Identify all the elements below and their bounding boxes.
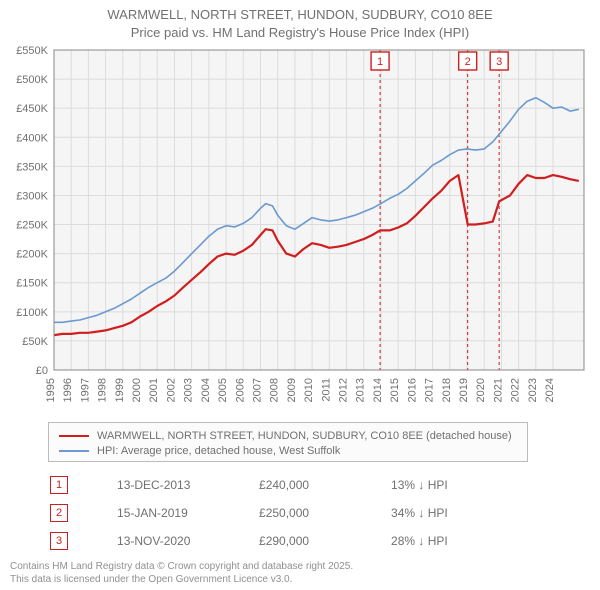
legend-swatch <box>59 435 89 437</box>
title-line-1: WARMWELL, NORTH STREET, HUNDON, SUDBURY,… <box>0 6 600 24</box>
svg-text:2023: 2023 <box>527 378 539 402</box>
svg-text:2017: 2017 <box>424 378 436 402</box>
svg-text:2024: 2024 <box>544 378 556 402</box>
svg-text:1999: 1999 <box>114 378 126 402</box>
sale-date: 13-NOV-2020 <box>117 528 257 554</box>
title-line-2: Price paid vs. HM Land Registry's House … <box>0 24 600 42</box>
svg-text:2020: 2020 <box>475 378 487 402</box>
svg-text:£0: £0 <box>36 365 48 377</box>
sale-date: 13-DEC-2013 <box>117 472 257 498</box>
svg-text:2003: 2003 <box>183 378 195 402</box>
svg-text:2004: 2004 <box>200 378 212 402</box>
sale-row: 1 13-DEC-2013£240,00013% ↓ HPI <box>50 472 546 498</box>
svg-text:2015: 2015 <box>389 378 401 402</box>
legend-label: HPI: Average price, detached house, West… <box>97 445 340 457</box>
svg-text:£450K: £450K <box>16 103 48 115</box>
sales-table: 1 13-DEC-2013£240,00013% ↓ HPI 2 15-JAN-201… <box>48 470 548 556</box>
sale-price: £240,000 <box>259 472 389 498</box>
svg-text:2010: 2010 <box>303 378 315 402</box>
svg-text:£250K: £250K <box>16 220 48 232</box>
svg-text:2009: 2009 <box>286 378 298 402</box>
svg-text:£100K: £100K <box>16 307 48 319</box>
svg-text:1998: 1998 <box>97 378 109 402</box>
svg-text:2019: 2019 <box>458 378 470 402</box>
sale-delta: 13% ↓ HPI <box>391 472 546 498</box>
svg-text:£150K: £150K <box>16 278 48 290</box>
svg-text:2011: 2011 <box>320 378 332 402</box>
svg-text:2000: 2000 <box>131 378 143 402</box>
svg-text:£50K: £50K <box>22 336 48 348</box>
svg-text:2014: 2014 <box>372 378 384 402</box>
svg-text:1: 1 <box>377 56 383 68</box>
sale-delta: 34% ↓ HPI <box>391 500 546 526</box>
svg-text:2006: 2006 <box>234 378 246 402</box>
svg-text:£200K: £200K <box>16 249 48 261</box>
sale-marker: 1 <box>50 476 68 494</box>
price-chart: £0 £50K £100K £150K £200K £250K £300K £350K £400… <box>10 44 590 414</box>
sale-marker: 2 <box>50 504 68 522</box>
svg-text:£400K: £400K <box>16 132 48 144</box>
svg-text:1997: 1997 <box>79 378 91 402</box>
legend: WARMWELL, NORTH STREET, HUNDON, SUDBURY,… <box>48 422 528 462</box>
footer-line-1: Contains HM Land Registry data © Crown c… <box>10 560 353 573</box>
legend-swatch <box>59 450 89 452</box>
svg-text:£500K: £500K <box>16 74 48 86</box>
svg-text:£300K: £300K <box>16 190 48 202</box>
svg-text:2002: 2002 <box>165 378 177 402</box>
legend-item-hpi: HPI: Average price, detached house, West… <box>59 443 517 458</box>
svg-text:2007: 2007 <box>251 378 263 402</box>
svg-text:2021: 2021 <box>492 378 504 402</box>
footer-line-2: This data is licensed under the Open Gov… <box>10 573 353 586</box>
svg-text:2016: 2016 <box>406 378 418 402</box>
svg-text:2008: 2008 <box>269 378 281 402</box>
legend-label: WARMWELL, NORTH STREET, HUNDON, SUDBURY,… <box>97 430 512 442</box>
attribution-footer: Contains HM Land Registry data © Crown c… <box>10 560 353 586</box>
svg-text:2: 2 <box>465 56 471 68</box>
svg-text:2022: 2022 <box>510 378 522 402</box>
sale-delta: 28% ↓ HPI <box>391 528 546 554</box>
svg-text:1996: 1996 <box>62 378 74 402</box>
svg-text:1995: 1995 <box>45 378 57 402</box>
svg-text:£550K: £550K <box>16 45 48 57</box>
sale-row: 2 15-JAN-2019£250,00034% ↓ HPI <box>50 500 546 526</box>
svg-text:2018: 2018 <box>441 378 453 402</box>
sale-price: £290,000 <box>259 528 389 554</box>
sale-date: 15-JAN-2019 <box>117 500 257 526</box>
svg-text:2012: 2012 <box>338 378 350 402</box>
svg-text:2001: 2001 <box>148 378 160 402</box>
svg-text:2005: 2005 <box>217 378 229 402</box>
sale-price: £250,000 <box>259 500 389 526</box>
svg-text:£350K: £350K <box>16 161 48 173</box>
sale-marker: 3 <box>50 532 68 550</box>
sale-row: 3 13-NOV-2020£290,00028% ↓ HPI <box>50 528 546 554</box>
legend-item-property: WARMWELL, NORTH STREET, HUNDON, SUDBURY,… <box>59 428 517 443</box>
svg-text:3: 3 <box>496 56 502 68</box>
svg-text:2013: 2013 <box>355 378 367 402</box>
chart-title: WARMWELL, NORTH STREET, HUNDON, SUDBURY,… <box>0 0 600 41</box>
